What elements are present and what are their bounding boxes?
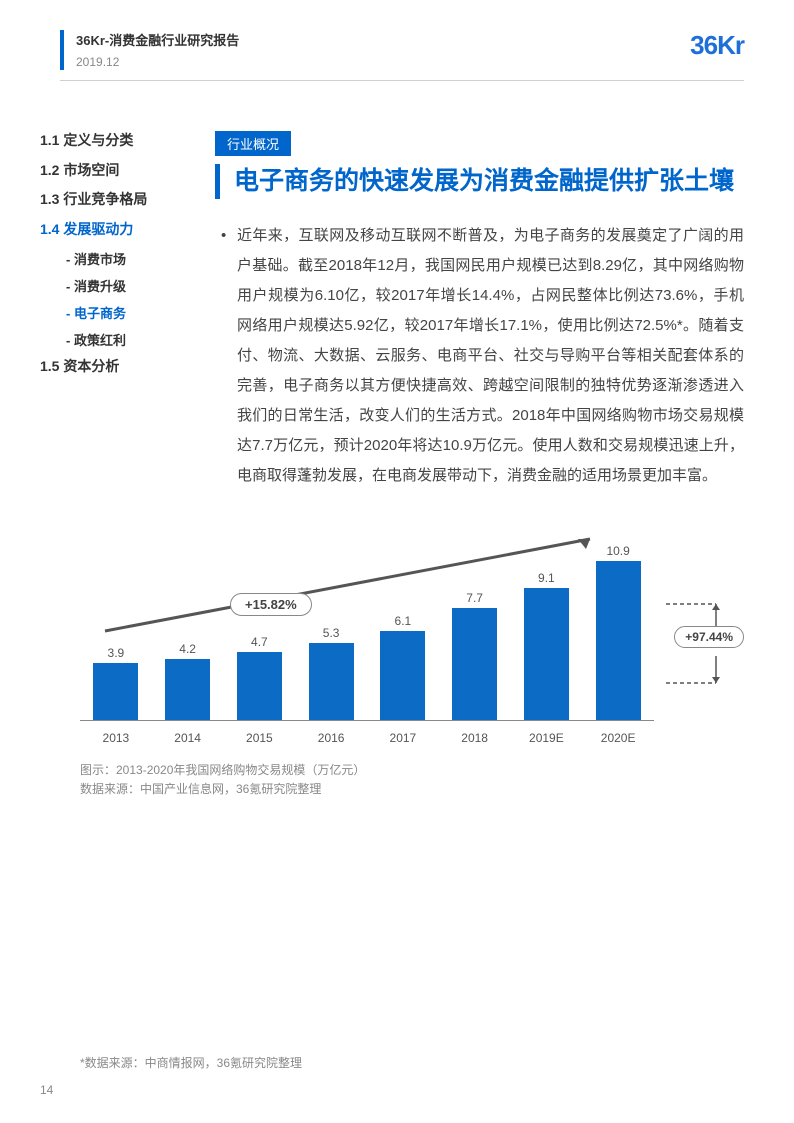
bar: [452, 608, 497, 720]
bar: [165, 659, 210, 720]
bar-group: 6.1: [373, 614, 433, 720]
bar-value-label: 3.9: [108, 646, 125, 660]
toc-item[interactable]: 1.3 行业竞争格局: [40, 190, 180, 210]
toc-item[interactable]: 1.4 发展驱动力: [40, 220, 180, 240]
bar-value-label: 9.1: [538, 571, 555, 585]
page-number: 14: [40, 1083, 53, 1097]
toc-item[interactable]: 1.1 定义与分类: [40, 131, 180, 151]
doc-date: 2019.12: [76, 55, 239, 69]
bar-value-label: 10.9: [606, 544, 629, 558]
section-tag: 行业概况: [215, 131, 291, 156]
bars: 3.9 4.2 4.7 5.3 6.1 7.7 9.1 10.9: [80, 541, 654, 721]
bar-group: 9.1: [516, 571, 576, 720]
bar-group: 4.2: [158, 642, 218, 720]
toc-sub-item[interactable]: - 政策红利: [66, 330, 180, 349]
x-label: 2014: [158, 731, 218, 745]
x-axis-labels: 2013 2014 2015 2016 2017 2018 2019E 2020E: [80, 731, 654, 745]
bar: [380, 631, 425, 720]
toc-sub-item[interactable]: - 消费市场: [66, 249, 180, 268]
header: 36Kr-消费金融行业研究报告 2019.12 36Kr: [0, 0, 794, 80]
bar: [524, 588, 569, 720]
toc: 1.1 定义与分类 1.2 市场空间 1.3 行业竞争格局 1.4 发展驱动力 - 消…: [40, 131, 200, 491]
x-label: 2015: [229, 731, 289, 745]
chart-caption: 图示：2013-2020年我国网络购物交易规模（万亿元） 数据来源：中国产业信息…: [80, 761, 744, 799]
bar-value-label: 7.7: [466, 591, 483, 605]
x-label: 2018: [445, 731, 505, 745]
logo: 36Kr: [690, 30, 744, 61]
header-text: 36Kr-消费金融行业研究报告 2019.12: [76, 30, 239, 69]
toc-sub-item[interactable]: - 电子商务: [66, 303, 180, 322]
bar: [596, 561, 641, 720]
bar: [93, 663, 138, 720]
chart: +15.82% +97.44% 3.94.24.75.36.17.79.110.…: [60, 521, 744, 751]
x-label: 2020E: [588, 731, 648, 745]
content: 1.1 定义与分类 1.2 市场空间 1.3 行业竞争格局 1.4 发展驱动力 - 消…: [0, 81, 794, 491]
doc-title: 36Kr-消费金融行业研究报告: [76, 30, 239, 49]
x-label: 2017: [373, 731, 433, 745]
toc-item[interactable]: 1.5 资本分析: [40, 357, 180, 377]
x-label: 2019E: [516, 731, 576, 745]
bar-value-label: 6.1: [395, 614, 412, 628]
headline-wrap: 电子商务的快速发展为消费金融提供扩张土壤: [215, 164, 744, 199]
bar-value-label: 4.7: [251, 635, 268, 649]
bar-group: 7.7: [445, 591, 505, 720]
x-label: 2013: [86, 731, 146, 745]
body-text: 近年来，互联网及移动互联网不断普及，为电子商务的发展奠定了广阔的用户基础。截至2…: [215, 221, 744, 491]
footnote: *数据来源：中商情报网，36氪研究院整理: [80, 1054, 302, 1071]
bar-group: 5.3: [301, 626, 361, 720]
bar-value-label: 5.3: [323, 626, 340, 640]
main: 行业概况 电子商务的快速发展为消费金融提供扩张土壤 近年来，互联网及移动互联网不…: [200, 131, 744, 491]
bar: [309, 643, 354, 720]
caption-line-1: 图示：2013-2020年我国网络购物交易规模（万亿元）: [80, 761, 744, 780]
bar-group: 4.7: [229, 635, 289, 720]
bar: [237, 652, 282, 720]
toc-sub-item[interactable]: - 消费升级: [66, 276, 180, 295]
x-label: 2016: [301, 731, 361, 745]
toc-item[interactable]: 1.2 市场空间: [40, 161, 180, 181]
side-badge: +97.44%: [674, 626, 744, 648]
bar-group: 10.9: [588, 544, 648, 720]
bar-group: 3.9: [86, 646, 146, 720]
headline: 电子商务的快速发展为消费金融提供扩张土壤: [234, 164, 744, 199]
caption-line-2: 数据来源：中国产业信息网，36氪研究院整理: [80, 780, 744, 799]
header-left: 36Kr-消费金融行业研究报告 2019.12: [60, 30, 239, 70]
header-accent-bar: [60, 30, 64, 70]
bar-value-label: 4.2: [179, 642, 196, 656]
